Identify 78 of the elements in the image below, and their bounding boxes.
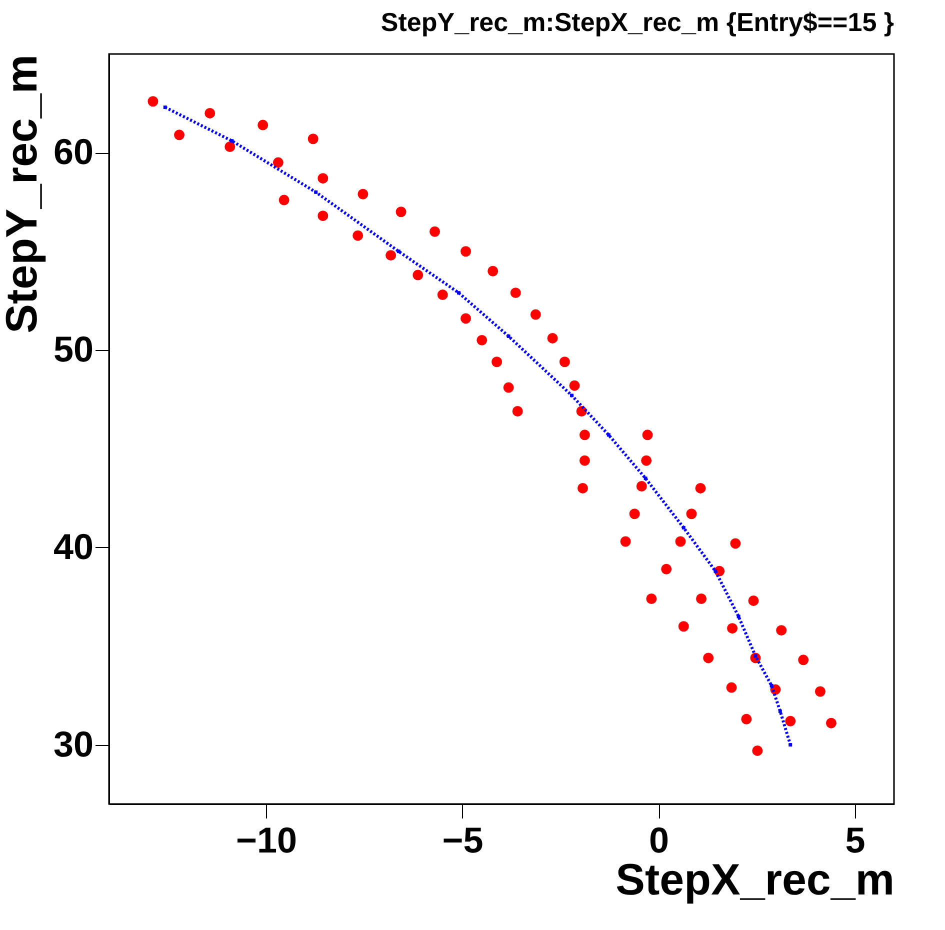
point	[644, 476, 648, 480]
point	[488, 266, 498, 276]
point	[814, 686, 826, 697]
point	[476, 334, 488, 346]
point	[412, 270, 424, 280]
point	[678, 621, 689, 632]
point	[570, 394, 574, 398]
point	[148, 96, 158, 107]
point	[727, 623, 738, 634]
point	[163, 106, 167, 110]
point	[386, 250, 396, 261]
point	[230, 139, 234, 143]
point	[641, 455, 652, 466]
point	[510, 288, 521, 298]
point	[224, 142, 236, 152]
point	[437, 290, 448, 300]
point	[308, 134, 318, 144]
y-tick-label: 50	[53, 328, 94, 370]
point	[646, 594, 657, 604]
point	[460, 246, 472, 257]
y-axis-title: StepY_rec_m	[0, 54, 46, 334]
point	[559, 356, 570, 368]
point	[748, 595, 759, 606]
point	[788, 743, 792, 747]
point	[278, 194, 290, 206]
point	[547, 332, 558, 344]
point	[826, 718, 836, 728]
point	[174, 130, 184, 140]
point	[606, 433, 610, 437]
point	[636, 481, 647, 492]
point	[696, 594, 707, 604]
point	[578, 482, 588, 494]
point	[714, 569, 718, 573]
point	[661, 564, 672, 574]
point	[530, 309, 541, 320]
point	[703, 652, 714, 664]
point	[642, 430, 653, 440]
point	[314, 190, 318, 194]
x-tick-label: −10	[236, 820, 298, 860]
point	[258, 120, 268, 130]
point	[492, 356, 502, 368]
point	[579, 455, 590, 466]
point	[686, 508, 697, 520]
point	[741, 714, 752, 724]
point	[682, 526, 686, 530]
point	[785, 716, 796, 726]
point	[272, 157, 284, 168]
x-tick-label: −5	[442, 820, 484, 860]
point	[620, 536, 631, 547]
point	[358, 188, 368, 200]
point	[629, 508, 640, 520]
point	[776, 625, 787, 636]
point	[503, 382, 514, 393]
point	[778, 710, 782, 713]
point	[460, 313, 472, 324]
chart-title: StepY_rec_m:StepX_rec_m {Entry$==15 }	[380, 7, 894, 37]
y-tick-label: 30	[53, 723, 94, 764]
point	[569, 380, 580, 391]
point	[430, 226, 440, 237]
point	[695, 482, 706, 494]
point	[770, 684, 774, 688]
point	[456, 291, 460, 295]
y-tick-label: 40	[53, 526, 94, 567]
point	[798, 654, 809, 666]
point	[512, 406, 523, 416]
point	[318, 173, 328, 184]
point	[318, 210, 328, 222]
y-tick-label: 60	[53, 131, 94, 172]
point	[506, 334, 510, 338]
point	[396, 250, 400, 254]
point	[204, 108, 216, 118]
point	[730, 538, 741, 549]
point	[352, 230, 364, 241]
point	[726, 682, 737, 693]
point	[579, 430, 590, 440]
point	[752, 745, 763, 756]
point	[675, 536, 686, 547]
point	[396, 206, 406, 218]
